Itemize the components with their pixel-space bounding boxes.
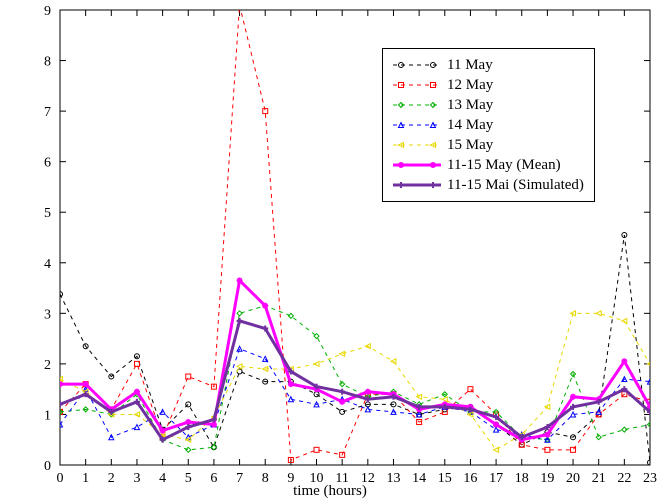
legend-swatch [393, 55, 441, 75]
legend-swatch [393, 175, 441, 195]
x-axis-label: time (hours) [0, 483, 660, 500]
legend-swatch [393, 135, 441, 155]
legend: 11 May 12 May 13 May 14 May 15 May 11-15 May … [382, 48, 595, 202]
svg-text:7: 7 [44, 105, 51, 120]
svg-text:2: 2 [44, 358, 51, 373]
legend-swatch [393, 75, 441, 95]
svg-text:1: 1 [44, 408, 51, 423]
legend-swatch [393, 95, 441, 115]
legend-row: 11-15 May (Mean) [393, 155, 584, 175]
legend-row: 13 May [393, 95, 584, 115]
svg-text:9: 9 [44, 4, 51, 19]
svg-text:8: 8 [44, 55, 51, 70]
legend-label: 11-15 May (Mean) [447, 157, 561, 174]
legend-row: 15 May [393, 135, 584, 155]
svg-text:6: 6 [44, 156, 51, 171]
legend-label: 12 May [447, 77, 493, 94]
svg-text:5: 5 [44, 206, 51, 221]
svg-text:0: 0 [44, 459, 51, 474]
legend-label: 11 May [447, 57, 493, 74]
legend-row: 11-15 Mai (Simulated) [393, 175, 584, 195]
svg-text:4: 4 [44, 257, 51, 272]
legend-row: 14 May [393, 115, 584, 135]
legend-label: 11-15 Mai (Simulated) [447, 177, 584, 194]
legend-swatch [393, 115, 441, 135]
legend-label: 15 May [447, 137, 493, 154]
legend-row: 11 May [393, 55, 584, 75]
legend-label: 13 May [447, 97, 493, 114]
legend-row: 12 May [393, 75, 584, 95]
legend-swatch [393, 155, 441, 175]
legend-label: 14 May [447, 117, 493, 134]
svg-text:3: 3 [44, 307, 51, 322]
